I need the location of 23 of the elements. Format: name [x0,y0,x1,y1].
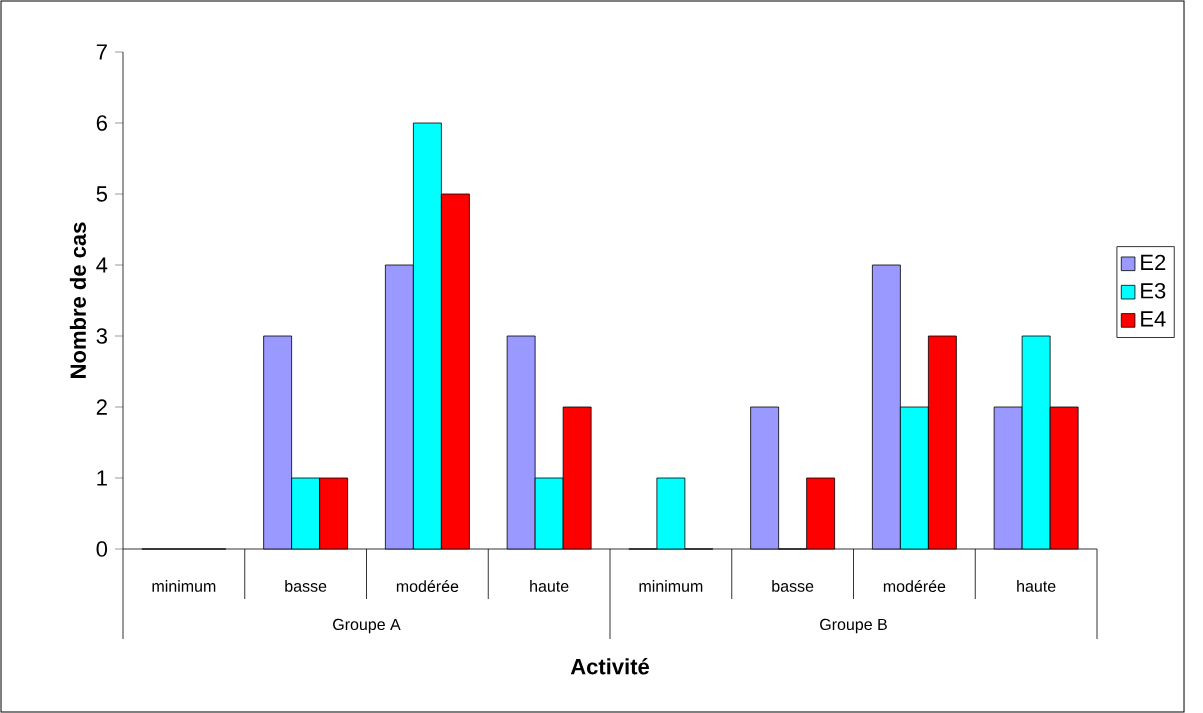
legend-label: E2 [1141,254,1166,270]
x-tick-label: minimum [639,580,703,592]
y-tick-label: 7 [96,44,107,60]
y-tick-label: 6 [96,115,107,131]
x-tick-label: modérée [396,580,459,592]
y-tick-label: 1 [97,470,107,486]
legend-label: E4 [1141,311,1166,327]
x-tick-label: minimum [152,580,216,592]
legend-label: E3 [1141,283,1166,299]
y-tick-label: 5 [96,186,107,202]
y-tick-label: 2 [96,399,107,415]
x-tick-label: modérée [883,580,946,592]
x-tick-label: basse [772,580,814,592]
x-tick-label: haute [530,580,569,592]
x-tick-label: basse [285,580,327,592]
text: Groupe B [820,618,887,634]
x-axis-title: Activité [570,658,649,675]
y-axis-title: Nombre de cas [69,222,86,378]
y-tick-label: 4 [96,257,108,273]
text: Groupe A [333,618,401,634]
y-tick-label: 3 [96,328,107,344]
y-tick-label: 0 [96,541,108,557]
x-tick-label: haute [1017,580,1056,592]
